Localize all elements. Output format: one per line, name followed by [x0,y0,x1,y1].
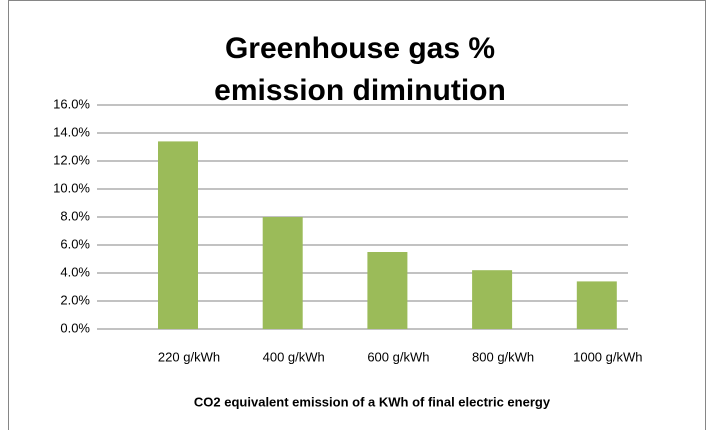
x-tick-label: 800 g/kWh [472,349,534,364]
bar [576,281,617,329]
y-tick-label: 0.0% [60,320,90,335]
x-axis-label: CO2 equivalent emission of a KWh of fina… [194,394,551,409]
y-tick-label: 8.0% [60,208,90,223]
y-tick-label: 12.0% [53,152,90,167]
x-tick-label: 400 g/kWh [263,349,325,364]
bar [262,217,303,329]
y-tick-label: 4.0% [60,264,90,279]
x-tick-label: 600 g/kWh [367,349,429,364]
y-tick-label: 6.0% [60,236,90,251]
chart-title: Greenhouse gas % emission diminution [214,32,506,107]
x-tick-label: 1000 g/kWh [573,349,642,364]
x-tick-label: 220 g/kWh [158,349,220,364]
y-tick-label: 16.0% [53,96,90,111]
bar [472,270,513,329]
bar [158,141,198,329]
y-tick-label: 2.0% [60,292,90,307]
y-tick-label: 10.0% [53,180,90,195]
bar [367,252,408,329]
y-tick-label: 14.0% [53,124,90,139]
